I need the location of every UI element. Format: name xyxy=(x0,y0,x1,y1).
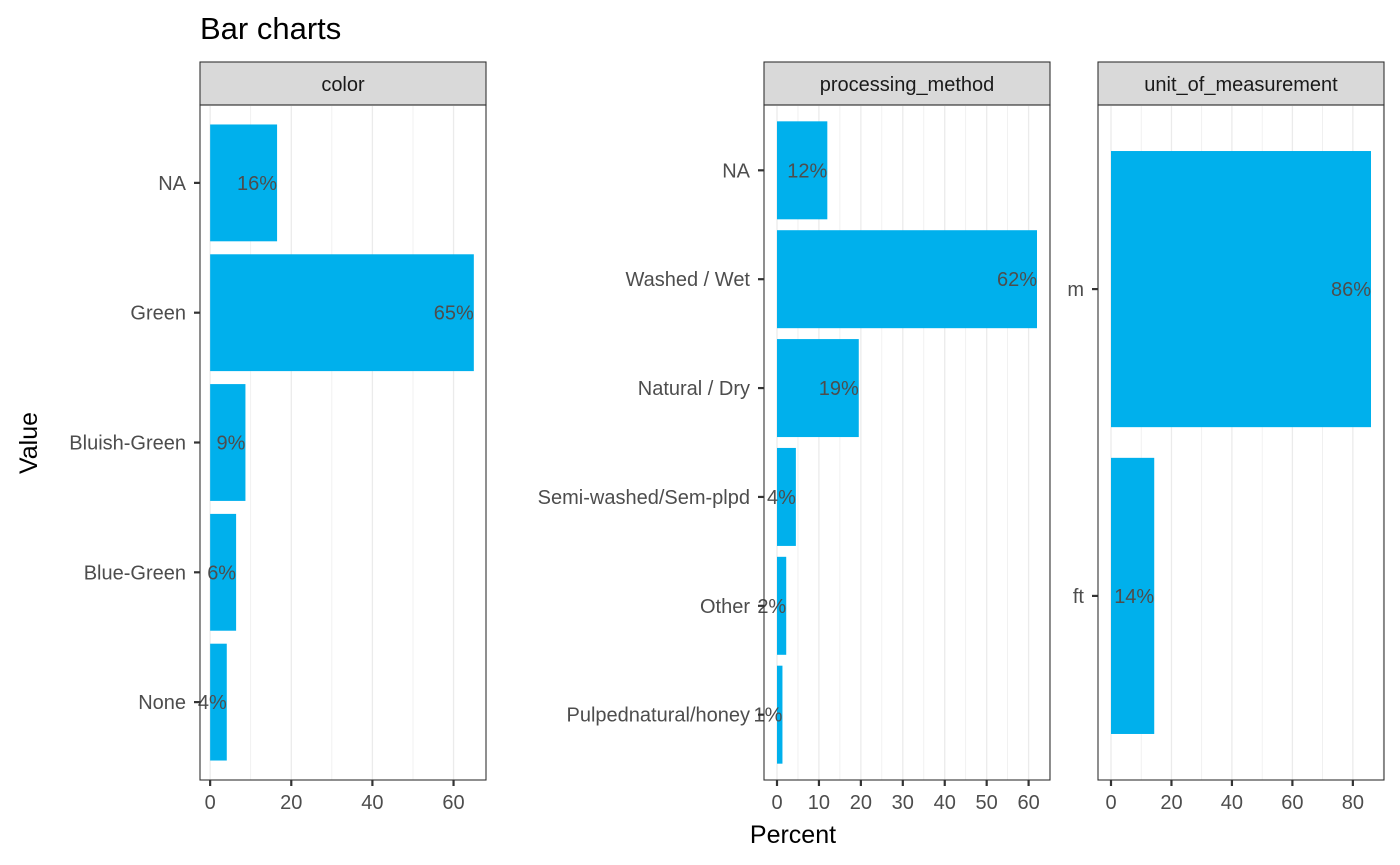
bar-value-label: 14% xyxy=(1114,586,1154,608)
bar xyxy=(777,556,787,655)
x-tick-label: 10 xyxy=(808,792,830,814)
bar-value-label: 86% xyxy=(1331,279,1371,301)
panel-border xyxy=(199,104,487,781)
x-tick-label: 60 xyxy=(1281,792,1303,814)
x-tick-label: 20 xyxy=(1160,792,1182,814)
category-label: None xyxy=(138,692,186,714)
facet-processing-method: processing_method 12% NA 62% Washed / Wet 19%… xyxy=(538,61,1051,814)
bar xyxy=(210,643,227,761)
x-tick-label: 60 xyxy=(1017,792,1039,814)
bar-value-label: 62% xyxy=(997,269,1037,291)
category-label: m xyxy=(1067,279,1084,301)
category-label: Pulpednatural/honey xyxy=(567,705,750,727)
x-tick-label: 40 xyxy=(1221,792,1243,814)
x-tick-label: 0 xyxy=(771,792,782,814)
bar-value-label: 2% xyxy=(757,596,786,618)
x-tick-label: 50 xyxy=(976,792,998,814)
category-label: Bluish-Green xyxy=(69,433,186,455)
category-label: Green xyxy=(130,303,186,325)
bar-value-label: 4% xyxy=(767,487,796,509)
bar xyxy=(210,124,278,242)
category-label: Natural / Dry xyxy=(638,378,750,400)
x-tick-label: 80 xyxy=(1342,792,1364,814)
category-label: Washed / Wet xyxy=(626,269,751,291)
facet-strip xyxy=(1097,61,1385,106)
x-tick-label: 40 xyxy=(361,792,383,814)
bar-value-label: 9% xyxy=(217,433,246,455)
x-tick-label: 0 xyxy=(1105,792,1116,814)
bar xyxy=(1111,151,1371,428)
category-label: Other xyxy=(700,596,750,618)
category-label: ft xyxy=(1073,586,1085,608)
bar xyxy=(777,665,783,764)
bar-value-label: 65% xyxy=(434,303,474,325)
x-tick-label: 40 xyxy=(934,792,956,814)
bar xyxy=(777,447,796,546)
bar xyxy=(777,339,859,438)
bar-value-label: 12% xyxy=(787,160,827,182)
facet-strip-label: color xyxy=(321,74,365,96)
x-tick-label: 0 xyxy=(205,792,216,814)
x-axis-title: Percent xyxy=(750,821,836,849)
bar xyxy=(210,254,474,372)
bar xyxy=(777,230,1037,329)
bar-value-label: 1% xyxy=(754,705,783,727)
category-label: Blue-Green xyxy=(84,562,186,584)
panel-border xyxy=(1097,104,1385,781)
bar xyxy=(1111,457,1155,734)
facet-unit-of-measurement: unit_of_measurement 86% m 14% ft 0 20 40 60 80 xyxy=(1067,61,1385,814)
chart-title: Bar charts xyxy=(200,11,341,46)
facet-strip xyxy=(763,61,1051,106)
panel-border xyxy=(763,104,1051,781)
facet-strip xyxy=(199,61,487,106)
facet-strip-label: unit_of_measurement xyxy=(1144,74,1338,96)
bar xyxy=(210,513,237,631)
bar xyxy=(777,121,828,220)
facet-panels: color 16% NA 65% Green 9% Bluish-Green 6% Blue-G… xyxy=(69,61,1385,814)
bar xyxy=(210,384,246,501)
x-tick-label: 60 xyxy=(442,792,464,814)
category-label: NA xyxy=(158,173,186,195)
category-label: NA xyxy=(722,160,750,182)
category-label: Semi-washed/Sem-plpd xyxy=(538,487,750,509)
bar-value-label: 4% xyxy=(198,692,227,714)
y-axis-title: Value xyxy=(15,412,43,474)
x-tick-label: 30 xyxy=(892,792,914,814)
bar-value-label: 6% xyxy=(207,562,236,584)
facet-color: color 16% NA 65% Green 9% Bluish-Green 6% Blue-G… xyxy=(69,61,487,814)
facet-strip-label: processing_method xyxy=(820,74,995,96)
x-tick-label: 20 xyxy=(280,792,302,814)
x-tick-label: 20 xyxy=(850,792,872,814)
bar-value-label: 19% xyxy=(819,378,859,400)
bar-value-label: 16% xyxy=(237,173,277,195)
